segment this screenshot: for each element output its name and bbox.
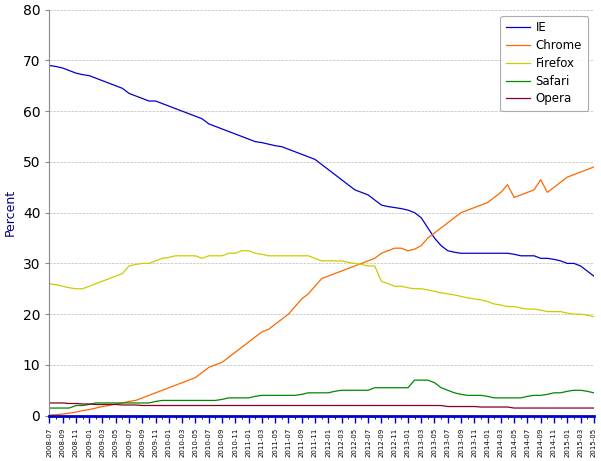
Safari: [79, 403, 86, 408]
Legend: IE, Chrome, Firefox, Safari, Opera: IE, Chrome, Firefox, Safari, Opera: [500, 16, 588, 111]
IE: [159, 101, 166, 106]
IE: [471, 250, 478, 256]
Opera: [126, 402, 133, 408]
Opera: [159, 403, 166, 408]
Firefox: [159, 255, 166, 261]
Opera: [471, 404, 478, 409]
Line: IE: IE: [49, 65, 594, 276]
Firefox: [239, 248, 246, 254]
Firefox: [378, 278, 385, 284]
Chrome: [438, 225, 445, 230]
Opera: [371, 403, 378, 408]
Chrome: [126, 399, 133, 404]
Firefox: [126, 263, 133, 269]
IE: [438, 243, 445, 248]
Safari: [590, 390, 597, 396]
Firefox: [444, 291, 451, 296]
Safari: [159, 398, 166, 403]
Safari: [444, 388, 451, 393]
Chrome: [159, 388, 166, 393]
Opera: [590, 405, 597, 411]
Y-axis label: Percent: Percent: [4, 189, 17, 236]
Opera: [46, 400, 53, 406]
Firefox: [477, 297, 484, 303]
Safari: [371, 385, 378, 390]
Safari: [46, 405, 53, 411]
Firefox: [590, 314, 597, 319]
Safari: [126, 400, 133, 406]
Chrome: [590, 164, 597, 170]
Line: Firefox: Firefox: [49, 251, 594, 317]
IE: [590, 273, 597, 279]
Line: Safari: Safari: [49, 380, 594, 408]
IE: [371, 197, 378, 203]
Firefox: [79, 286, 86, 291]
Chrome: [371, 255, 378, 261]
IE: [126, 91, 133, 96]
IE: [79, 72, 86, 77]
Safari: [411, 378, 418, 383]
Safari: [477, 393, 484, 398]
Chrome: [46, 413, 53, 418]
Opera: [511, 405, 518, 411]
Opera: [79, 401, 86, 407]
Firefox: [46, 281, 53, 286]
Opera: [438, 403, 445, 408]
Chrome: [79, 408, 86, 414]
Line: Opera: Opera: [49, 403, 594, 408]
Chrome: [471, 205, 478, 210]
Line: Chrome: Chrome: [49, 167, 594, 415]
IE: [46, 63, 53, 68]
